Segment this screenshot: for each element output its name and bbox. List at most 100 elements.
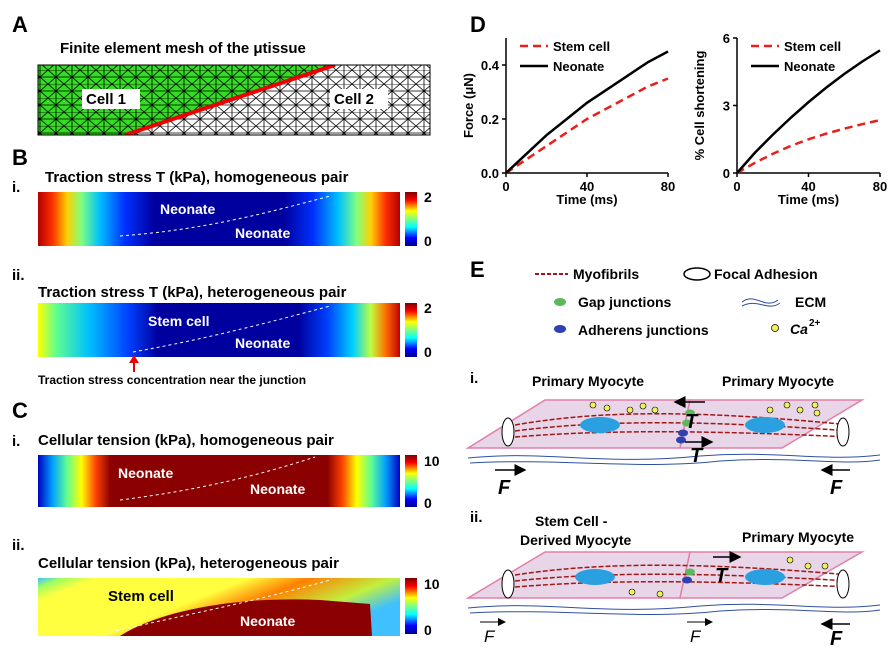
y-axis-label: % Cell shortening [692, 51, 707, 161]
cell-label: Cell 2 [334, 91, 374, 108]
colorbar [405, 192, 417, 246]
y-tick-label: 6 [723, 31, 730, 46]
series-line [505, 50, 669, 174]
arrow-head [129, 355, 139, 363]
cell-label: Stem cell [108, 588, 174, 605]
sub-label: ii. [12, 537, 25, 554]
cell-label: Neonate [250, 481, 305, 497]
series-line [736, 49, 881, 174]
panel-title: Finite element mesh of the μtissue [60, 40, 306, 57]
junction [119, 456, 316, 501]
colorbar-label: 10 [424, 453, 440, 469]
legend-label: Stem cell [553, 39, 610, 54]
cell-label: Derived Myocyte [520, 532, 631, 548]
cell-label: Neonate [240, 613, 295, 629]
y-axis-label: Force (μN) [461, 73, 476, 138]
heatmap [38, 192, 400, 246]
symbol: F [830, 477, 843, 499]
symbol: T [685, 411, 699, 433]
heatmap-region [120, 599, 372, 636]
legend-label: ECM [795, 294, 826, 310]
cell-label: Neonate [118, 465, 173, 481]
junction [119, 195, 331, 237]
legend-adherens [554, 325, 566, 333]
x-tick-label: 0 [502, 179, 509, 194]
cell-diagram [465, 551, 881, 630]
y-tick-label: 0.4 [481, 58, 500, 73]
x-tick-label: 0 [733, 179, 740, 194]
legend-calcium [771, 324, 779, 332]
colorbar [405, 303, 417, 357]
x-tick-label: 80 [661, 179, 675, 194]
panel-letter: E [470, 257, 485, 282]
junction [132, 305, 331, 353]
y-tick-label: 0.0 [481, 166, 499, 181]
panel-title: Cellular tension (kPa), heterogeneous pa… [38, 555, 339, 572]
cell-label: Stem Cell - [535, 513, 608, 529]
x-axis-label: Time (ms) [556, 192, 617, 207]
colorbar [405, 578, 417, 634]
y-tick-label: 0 [723, 166, 730, 181]
panel-letter: C [12, 398, 28, 423]
series-line [736, 118, 881, 175]
legend-ecm [741, 298, 781, 307]
charts: 0.0 0.2 0.4 0 40 80 Time (ms) Force (μN) Stem ce… [461, 31, 887, 207]
series-line [505, 77, 669, 175]
cell-label: Cell 1 [86, 91, 126, 108]
cell-label: Neonate [160, 201, 215, 217]
colorbar [405, 455, 417, 507]
y-tick-label: 3 [723, 99, 730, 114]
symbol: F [484, 627, 496, 646]
junction [109, 579, 331, 633]
y-tick-label: 0.2 [481, 112, 499, 127]
cell-label: Neonate [235, 335, 290, 351]
cell-label: Neonate [235, 225, 290, 241]
cell-label: Primary Myocyte [532, 373, 644, 389]
colorbar-label: 10 [424, 576, 440, 592]
symbol: T [715, 565, 729, 587]
legend-label: 2+ [809, 318, 821, 329]
mesh-border [37, 64, 431, 136]
label-bg [330, 89, 388, 109]
legend-label: Adherens junctions [578, 322, 709, 338]
sub-label: ii. [12, 267, 25, 284]
label-bg [82, 89, 140, 109]
legend-label: Myofibrils [573, 266, 639, 282]
panel-title: Traction stress T (kPa), homogeneous pai… [45, 169, 349, 186]
colorbar-label: 0 [424, 344, 432, 360]
symbol: F [830, 628, 843, 648]
legend-label: Neonate [553, 59, 604, 74]
symbol: F [498, 477, 511, 499]
colorbar-label: 0 [424, 495, 432, 511]
legend-label: Gap junctions [578, 294, 672, 310]
legend-label: Stem cell [784, 39, 841, 54]
x-tick-label: 40 [580, 179, 594, 194]
panel-letter: A [12, 12, 28, 37]
sub-label: i. [12, 179, 20, 196]
legend-gap-junction [554, 298, 566, 306]
legend-focal-adhesion [683, 267, 711, 281]
cell-label: Primary Myocyte [742, 529, 854, 545]
legend-label: Focal Adhesion [714, 266, 818, 282]
cell-label: Stem cell [148, 313, 209, 329]
cell-diagram [465, 396, 881, 476]
panel-title: Cellular tension (kPa), homogeneous pair [38, 432, 334, 449]
cell-label: Primary Myocyte [722, 373, 834, 389]
symbol: T [690, 445, 704, 467]
heatmap [38, 455, 400, 507]
legend-label: Ca [790, 321, 808, 337]
x-tick-label: 40 [801, 179, 815, 194]
sub-label: ii. [470, 509, 483, 526]
colorbar-label: 2 [424, 189, 432, 205]
sub-label: i. [12, 433, 20, 450]
heatmap [38, 303, 400, 357]
x-axis-label: Time (ms) [778, 192, 839, 207]
note: Traction stress concentration near the j… [38, 373, 306, 387]
sub-label: i. [470, 370, 478, 387]
colorbar-label: 0 [424, 233, 432, 249]
colorbar-label: 0 [424, 622, 432, 638]
x-tick-label: 80 [873, 179, 887, 194]
panel-letter: B [12, 145, 28, 170]
colorbar-label: 2 [424, 300, 432, 316]
